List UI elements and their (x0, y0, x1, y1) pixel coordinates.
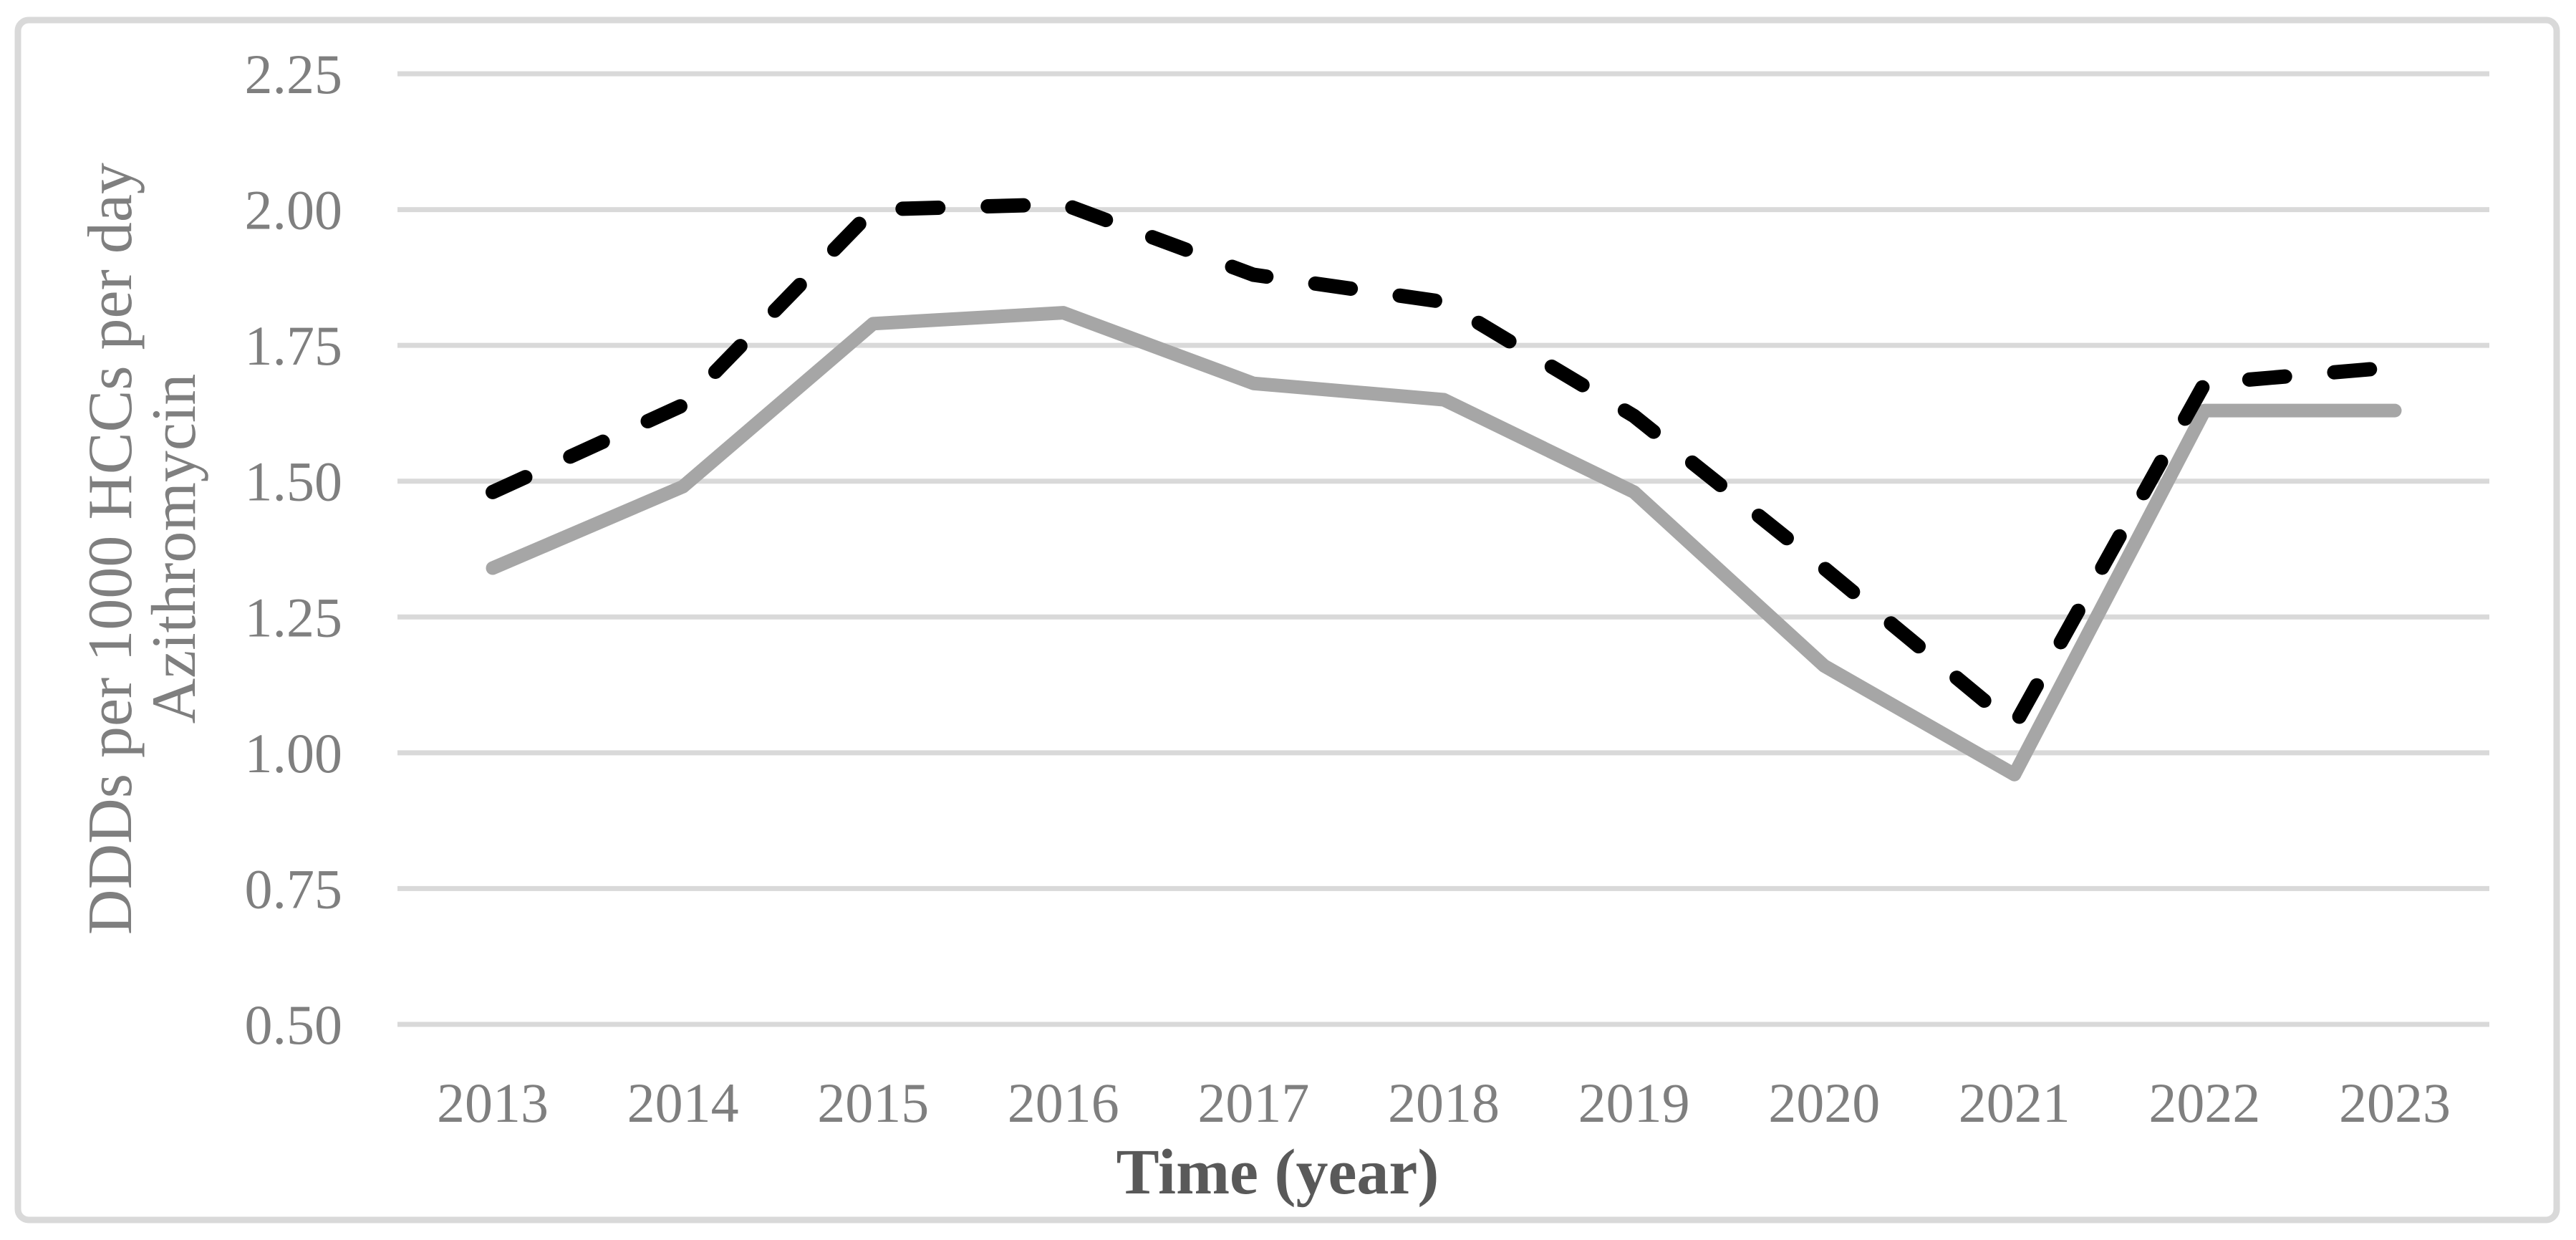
figure-border (14, 16, 2560, 1224)
y-tick-label: 0.75 (245, 857, 343, 920)
y-axis-tick-labels: 2.25 2.00 1.75 1.50 1.25 1.00 0.75 0.50 (245, 43, 343, 1056)
y-tick-label: 0.50 (245, 994, 343, 1056)
y-tick-label: 2.00 (245, 179, 343, 241)
y-axis-title-line2: Azithromycin (140, 374, 209, 724)
series-line-dashed-black (486, 196, 2402, 733)
y-tick-label: 1.75 (245, 314, 343, 377)
x-tick-label: 2014 (627, 1072, 739, 1134)
x-tick-label: 2020 (1768, 1072, 1880, 1134)
series-line-solid-gray (486, 306, 2402, 782)
y-tick-label: 1.25 (245, 586, 343, 648)
x-tick-label: 2015 (817, 1072, 929, 1134)
y-tick-label: 1.50 (245, 451, 343, 513)
x-tick-label: 2017 (1197, 1072, 1309, 1134)
x-axis-title: Time (year) (1116, 1137, 1439, 1208)
data-series-group (486, 196, 2402, 782)
x-tick-label: 2016 (1008, 1072, 1119, 1134)
gridlines (397, 71, 2489, 1027)
y-axis-title-line1: DDDs per 1000 HCCs per day (76, 163, 145, 935)
x-tick-label: 2018 (1388, 1072, 1500, 1134)
x-tick-label: 2013 (437, 1072, 549, 1134)
x-tick-label: 2021 (1959, 1072, 2070, 1134)
x-tick-label: 2019 (1578, 1072, 1690, 1134)
y-tick-label: 2.25 (245, 43, 343, 105)
x-tick-label: 2022 (2148, 1072, 2260, 1134)
x-tick-label: 2023 (2339, 1072, 2451, 1134)
x-axis-tick-labels: 2013 2014 2015 2016 2017 2018 2019 2020 2021 2022… (437, 1072, 2451, 1134)
y-tick-label: 1.00 (245, 722, 343, 784)
